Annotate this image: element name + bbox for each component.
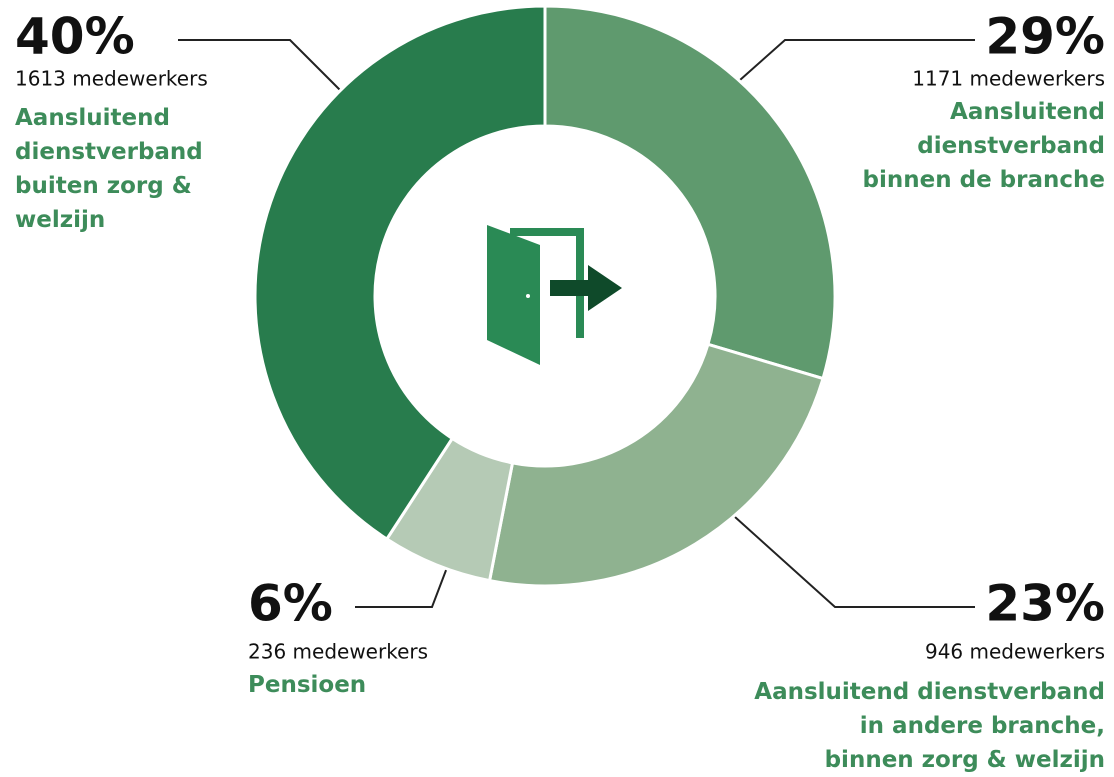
count-label: 1171 medewerkers xyxy=(912,67,1105,91)
exit-icon xyxy=(487,225,622,365)
percent-label: 29% xyxy=(985,8,1105,66)
leader-line xyxy=(739,39,975,81)
leader-line xyxy=(734,516,975,608)
slices xyxy=(253,4,837,588)
door xyxy=(487,225,540,365)
category-line: Pensioen xyxy=(248,672,366,698)
door-knob xyxy=(526,294,530,298)
slice xyxy=(253,4,547,542)
leader-line xyxy=(178,39,341,91)
labels: 29%1171 medewerkers Aansluitend dienstverb… xyxy=(15,8,1105,773)
slice xyxy=(543,4,837,381)
category-label: Aansluitend dienstverband buiten zorg & wel… xyxy=(15,105,203,233)
category-label: Aansluitend dienstverband in andere branc… xyxy=(754,679,1105,773)
category-line: in andere branche, xyxy=(860,713,1105,739)
category-line: Aansluitend dienstverband xyxy=(754,679,1105,705)
percent-label: 23% xyxy=(985,575,1105,633)
category-line: binnen zorg & welzijn xyxy=(825,747,1105,773)
category-label: Pensioen xyxy=(248,672,366,698)
arrow xyxy=(550,265,622,311)
category-line: binnen de branche xyxy=(863,167,1105,193)
count-label: 1613 medewerkers xyxy=(15,67,208,91)
category-line: dienstverband xyxy=(917,133,1105,159)
door-frame xyxy=(510,228,584,338)
leader-line xyxy=(355,564,449,608)
percent-label: 40% xyxy=(15,8,135,66)
category-line: Aansluitend xyxy=(15,105,170,131)
category-line: Aansluitend xyxy=(950,99,1105,125)
slice xyxy=(487,342,825,588)
leader-lines xyxy=(178,39,975,608)
count-label: 236 medewerkers xyxy=(248,640,428,664)
category-line: welzijn xyxy=(15,207,105,233)
percent-label: 6% xyxy=(248,575,333,633)
category-line: dienstverband xyxy=(15,139,203,165)
count-label: 946 medewerkers xyxy=(925,640,1105,664)
category-label: Aansluitend dienstverband binnen de branch… xyxy=(863,99,1105,193)
category-line: buiten zorg & xyxy=(15,173,192,199)
